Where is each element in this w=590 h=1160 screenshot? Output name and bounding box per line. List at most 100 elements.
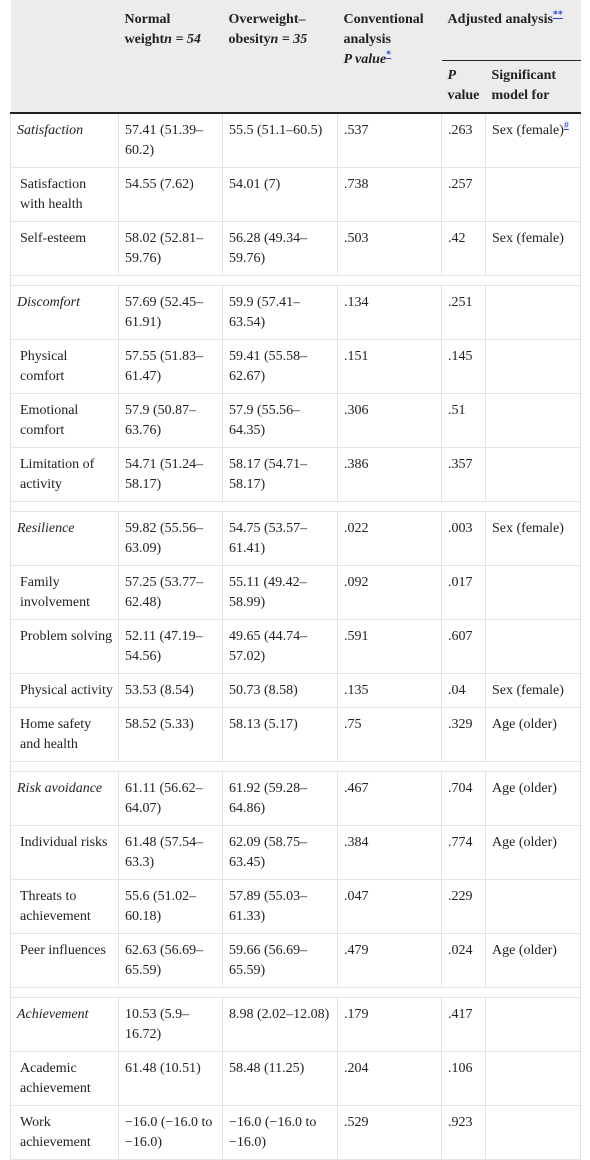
significant-model-cell: [484, 167, 582, 222]
adjusted-p-value-cell: .417: [441, 997, 486, 1052]
row-label-cell: Individual risks: [10, 825, 119, 880]
conventional-p-value-cell: .537: [337, 112, 442, 168]
adjusted-p-value-cell: .024: [441, 933, 486, 988]
row-label-cell: Home safety and health: [10, 707, 119, 762]
conventional-p-value-cell: .306: [337, 393, 442, 448]
normal-weight-cell: 53.53 (8.54): [118, 673, 223, 708]
normal-weight-cell: 52.11 (47.19–54.56): [118, 619, 223, 674]
table-row: Limitation of activity 54.71 (51.24–58.17…: [10, 447, 582, 502]
conventional-p-value-cell: .134: [337, 285, 442, 340]
header-normal-weight: Normal weightn = 54: [118, 0, 223, 114]
footnote-link-conventional[interactable]: *: [386, 49, 392, 61]
normal-weight-cell: 58.02 (52.81–59.76): [118, 221, 223, 276]
conventional-p-value-cell: .75: [337, 707, 442, 762]
significant-model-cell: [484, 285, 582, 340]
adjusted-p-value-cell: .329: [441, 707, 486, 762]
overweight-obesity-cell: 59.9 (57.41–63.54): [222, 285, 338, 340]
significant-model-cell: Sex (female): [484, 673, 582, 708]
results-table-container: Normal weightn = 54 Overweight– obesityn =…: [9, 0, 582, 1160]
row-label-cell: Satisfaction: [10, 112, 119, 168]
overweight-obesity-cell: 54.01 (7): [222, 167, 338, 222]
overweight-obesity-cell: 57.9 (55.56–64.35): [222, 393, 338, 448]
section-spacer-row: [9, 275, 582, 286]
overweight-obesity-cell: 59.41 (55.58–62.67): [222, 339, 338, 394]
normal-weight-cell: 61.11 (56.62–64.07): [118, 771, 223, 826]
table-row: Work achievement −16.0 (−16.0 to −16.0) −1…: [10, 1105, 582, 1160]
table-row: Family involvement 57.25 (53.77–62.48) 55.…: [10, 565, 582, 620]
conventional-p-value-cell: .047: [337, 879, 442, 934]
normal-weight-cell: 61.48 (10.51): [118, 1051, 223, 1106]
adjusted-p-value-cell: .003: [441, 511, 486, 566]
table-row: Academic achievement 61.48 (10.51) 58.48 (…: [10, 1051, 582, 1106]
adjusted-p-value-cell: .04: [441, 673, 486, 708]
overweight-obesity-cell: 59.66 (56.69–65.59): [222, 933, 338, 988]
conventional-p-value-cell: .386: [337, 447, 442, 502]
conventional-p-value-cell: .204: [337, 1051, 442, 1106]
row-label-cell: Resilience: [10, 511, 119, 566]
overweight-obesity-cell: −16.0 (−16.0 to −16.0): [222, 1105, 338, 1160]
significant-model-cell: [484, 1105, 582, 1160]
adjusted-p-value-cell: .357: [441, 447, 486, 502]
table-row: Self-esteem 58.02 (52.81–59.76) 56.28 (49.…: [10, 221, 582, 276]
table-row: Threats to achievement 55.6 (51.02–60.18)…: [10, 879, 582, 934]
significant-model-cell: [484, 619, 582, 674]
adjusted-p-value-cell: .229: [441, 879, 486, 934]
table-row: Home safety and health 58.52 (5.33) 58.13 …: [10, 707, 582, 762]
normal-weight-cell: 57.69 (52.45–61.91): [118, 285, 223, 340]
table-row: Problem solving 52.11 (47.19–54.56) 49.65 …: [10, 619, 582, 674]
table-row: Satisfaction with health 54.55 (7.62) 54.0…: [10, 167, 582, 222]
significant-model-cell: [484, 997, 582, 1052]
overweight-obesity-cell: 49.65 (44.74–57.02): [222, 619, 338, 674]
significant-model-cell: [484, 1051, 582, 1106]
row-label-cell: Achievement: [10, 997, 119, 1052]
conventional-p-value-cell: .179: [337, 997, 442, 1052]
adjusted-p-value-cell: .704: [441, 771, 486, 826]
conventional-p-value-cell: .479: [337, 933, 442, 988]
table-row: Individual risks 61.48 (57.54–63.3) 62.09 …: [10, 825, 582, 880]
adjusted-p-value-cell: .106: [441, 1051, 486, 1106]
row-label-cell: Discomfort: [10, 285, 119, 340]
conventional-p-value-cell: .092: [337, 565, 442, 620]
row-label-cell: Physical activity: [10, 673, 119, 708]
header-overweight-obesity: Overweight– obesityn = 35: [222, 0, 338, 114]
footnote-link-female[interactable]: #: [563, 120, 569, 132]
spacer-cell: [9, 761, 582, 772]
adjusted-p-value-cell: .017: [441, 565, 486, 620]
results-table: Normal weightn = 54 Overweight– obesityn =…: [9, 0, 582, 1160]
significant-model-cell: Sex (female)#: [484, 112, 582, 168]
conventional-p-value-cell: .384: [337, 825, 442, 880]
significant-model-cell: [484, 879, 582, 934]
overweight-obesity-cell: 50.73 (8.58): [222, 673, 338, 708]
significant-model-cell: Sex (female): [484, 221, 582, 276]
footnote-link-adjusted[interactable]: **: [552, 9, 563, 21]
conventional-p-value-cell: .467: [337, 771, 442, 826]
section-row: Satisfaction 57.41 (51.39–60.2) 55.5 (51.1…: [10, 112, 582, 168]
row-label-cell: Academic achievement: [10, 1051, 119, 1106]
adjusted-p-value-cell: .923: [441, 1105, 486, 1160]
table-row: Physical activity 53.53 (8.54) 50.73 (8.58…: [10, 673, 582, 708]
normal-weight-cell: 10.53 (5.9–16.72): [118, 997, 223, 1052]
row-label-cell: Threats to achievement: [10, 879, 119, 934]
normal-weight-cell: 61.48 (57.54–63.3): [118, 825, 223, 880]
normal-weight-cell: 54.71 (51.24–58.17): [118, 447, 223, 502]
section-spacer-row: [9, 501, 582, 512]
row-label-cell: Family involvement: [10, 565, 119, 620]
row-label-cell: Emotional comfort: [10, 393, 119, 448]
normal-weight-cell: 62.63 (56.69–65.59): [118, 933, 223, 988]
normal-weight-cell: 54.55 (7.62): [118, 167, 223, 222]
significant-model-cell: [484, 393, 582, 448]
adjusted-p-value-cell: .145: [441, 339, 486, 394]
conventional-p-value-cell: .151: [337, 339, 442, 394]
conventional-p-value-cell: .135: [337, 673, 442, 708]
section-spacer-row: [9, 987, 582, 998]
header-adjusted-analysis: Adjusted analysis**: [441, 0, 581, 61]
conventional-p-value-cell: .529: [337, 1105, 442, 1160]
significant-model-cell: [484, 339, 582, 394]
adjusted-p-value-cell: .51: [441, 393, 486, 448]
table-body: Satisfaction 57.41 (51.39–60.2) 55.5 (51.1…: [9, 112, 582, 1160]
overweight-obesity-cell: 58.48 (11.25): [222, 1051, 338, 1106]
section-row: Resilience 59.82 (55.56–63.09) 54.75 (53.5…: [10, 511, 582, 566]
spacer-cell: [9, 275, 582, 286]
table-row: Emotional comfort 57.9 (50.87–63.76) 57.9 …: [10, 393, 582, 448]
section-row: Risk avoidance 61.11 (56.62–64.07) 61.92 (…: [10, 771, 582, 826]
